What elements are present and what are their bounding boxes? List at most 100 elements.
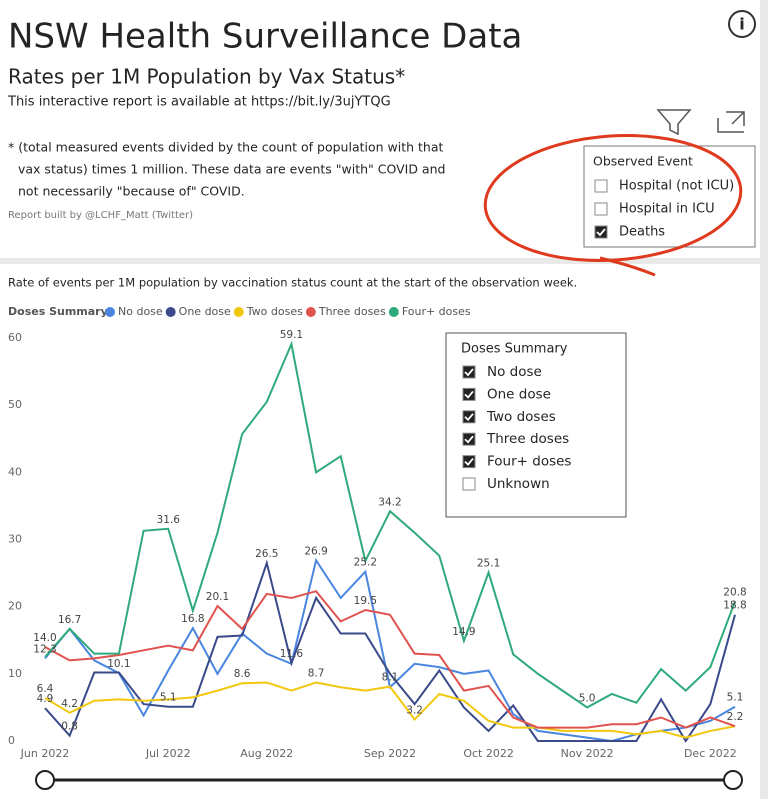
data-label: 14.9 (452, 626, 475, 638)
data-label: 20.8 (723, 586, 746, 598)
y-tick-label: 40 (8, 465, 22, 478)
data-label: 59.1 (280, 329, 303, 341)
slicer-title: Observed Event (593, 154, 693, 169)
legend-label: Four+ doses (402, 305, 471, 318)
info-glyph: i (739, 15, 744, 34)
series-line (44, 681, 736, 739)
checkbox-label: Three doses (486, 431, 569, 447)
x-tick-label: Dec 2022 (684, 747, 737, 760)
x-tick-label: Jul 2022 (145, 747, 191, 760)
y-tick-label: 50 (8, 398, 22, 411)
checkmark (464, 435, 474, 444)
checkbox[interactable] (462, 477, 476, 491)
checkmark (596, 228, 606, 237)
checkbox[interactable] (462, 455, 476, 469)
legend-label: No dose (118, 305, 163, 318)
legend-label: Two doses (246, 305, 303, 318)
checkbox[interactable] (462, 365, 476, 379)
credit: Report built by @LCHF_Matt (Twitter) (8, 210, 193, 221)
checkmark (464, 458, 474, 466)
checkbox[interactable] (594, 202, 608, 216)
checkbox-label: Four+ doses (487, 454, 571, 470)
slider-handle[interactable] (723, 770, 743, 790)
data-label: 5.1 (727, 692, 744, 704)
data-label: 0.8 (61, 721, 78, 733)
y-tick-label: 10 (8, 667, 22, 680)
legend-swatch (305, 307, 316, 317)
data-label: 16.8 (181, 613, 204, 625)
checkbox-label: Hospital (not ICU) (619, 179, 734, 194)
slider-handle[interactable] (35, 770, 55, 790)
checkmark (464, 413, 474, 422)
slicer-title: Doses Summary (461, 342, 568, 357)
footnote: * (total measured events divided by the … (8, 140, 443, 155)
data-label: 2.2 (727, 711, 744, 723)
data-label: 11.6 (280, 648, 304, 660)
checkmark (464, 390, 474, 399)
info-icon[interactable] (728, 10, 756, 38)
data-label: 20.1 (206, 591, 229, 603)
focus-icon[interactable] (717, 111, 745, 133)
legend-swatch (105, 307, 115, 317)
footnote: not necessarily "because of" COVID. (18, 184, 245, 199)
legend-label: Three doses (318, 305, 386, 318)
data-label: 26.9 (304, 545, 327, 557)
y-tick-label: 60 (8, 331, 22, 344)
series-line (44, 340, 736, 709)
checkbox[interactable] (594, 179, 608, 193)
checkbox-label: Deaths (619, 225, 665, 240)
data-label: 12.3 (33, 643, 56, 655)
data-label: 5.1 (160, 692, 177, 704)
x-tick-label: Jun 2022 (20, 747, 70, 760)
checkmark (464, 368, 474, 377)
data-label: 8.6 (234, 668, 251, 680)
y-tick-label: 20 (8, 600, 22, 613)
data-label: 16.7 (58, 614, 81, 626)
data-label: 19.5 (354, 595, 377, 607)
data-label: 25.1 (477, 557, 500, 569)
x-tick-label: Sep 2022 (364, 747, 416, 760)
checkbox[interactable] (462, 432, 476, 446)
data-label: 3.2 (406, 705, 423, 717)
checkbox-label: No dose (487, 364, 542, 380)
checkbox[interactable] (462, 387, 476, 401)
legend-label: One dose (179, 305, 231, 318)
data-label: 4.9 (37, 693, 54, 705)
data-label: 25.2 (354, 557, 377, 569)
plot: 0 10 20 30 40 50 60 Jun 2022 Jul 2022 Aug 2022 Sep… (8, 305, 747, 760)
filter-icon[interactable] (656, 109, 692, 136)
report-title: NSW Health Surveillance Data (8, 17, 522, 57)
annotation-circle (483, 134, 743, 262)
data-label: 18.8 (723, 600, 746, 612)
annotation-stroke (599, 256, 656, 277)
report-subtitle: Rates per 1M Population by Vax Status* (8, 65, 405, 89)
legend-title: Doses Summary (8, 305, 108, 318)
y-tick-label: 0 (8, 734, 15, 747)
data-label: 26.5 (255, 548, 278, 560)
link-note: This interactive report is available at … (7, 95, 391, 110)
x-tick-label: Aug 2022 (240, 747, 293, 760)
chart-title: Rate of events per 1M population by vacc… (8, 276, 577, 290)
x-tick-label: Nov 2022 (561, 747, 614, 760)
data-label: 34.2 (378, 496, 401, 508)
series-line (44, 590, 736, 729)
data-label: 10.1 (107, 658, 130, 670)
data-label: 4.2 (61, 698, 78, 710)
data-label: 8.1 (382, 672, 399, 684)
dose-slicer (445, 332, 627, 518)
checkbox[interactable] (594, 225, 608, 239)
data-label: 8.7 (308, 668, 325, 680)
data-label: 6.4 (37, 683, 54, 695)
checkbox-label: Unknown (487, 476, 550, 492)
y-tick-label: 30 (8, 533, 22, 546)
footnote: vax status) times 1 million. These data … (18, 162, 445, 177)
legend-swatch (233, 307, 244, 317)
legend-swatch (165, 307, 176, 317)
x-tick-label: Oct 2022 (463, 747, 514, 760)
checkbox[interactable] (462, 410, 476, 424)
data-label: 5.0 (579, 692, 596, 704)
legend-swatch (388, 307, 399, 317)
data-label: 14.0 (33, 632, 56, 644)
checkbox-label: Hospital in ICU (619, 202, 715, 217)
